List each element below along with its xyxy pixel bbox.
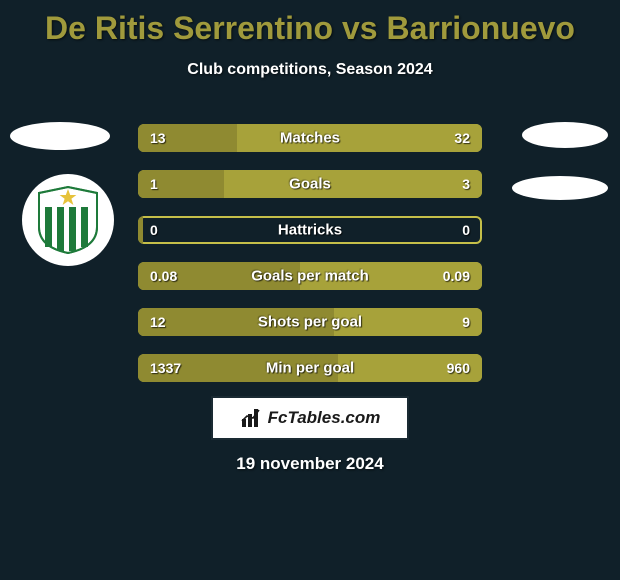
player2-badge-2: [512, 176, 608, 200]
subtitle: Club competitions, Season 2024: [0, 61, 620, 79]
date-text: 19 november 2024: [0, 454, 620, 474]
chart-icon: [240, 407, 262, 429]
player1-badge-1: [10, 122, 110, 150]
stat-value-left: 1337: [150, 360, 181, 376]
player1-club-badge: [22, 174, 114, 266]
stat-value-left: 12: [150, 314, 166, 330]
stat-label: Goals: [138, 176, 482, 193]
fctables-logo: FcTables.com: [211, 396, 409, 440]
stat-row: Matches13 32: [138, 124, 482, 152]
stat-value-left: 1: [150, 176, 158, 192]
logo-text: FcTables.com: [268, 408, 381, 428]
stat-value-right: 0.09: [443, 268, 470, 284]
club-shield-icon: [37, 185, 99, 255]
stat-value-right: 9: [462, 314, 470, 330]
stat-label: Matches: [138, 130, 482, 147]
stat-value-right: 3: [462, 176, 470, 192]
stat-row: Shots per goal12 9: [138, 308, 482, 336]
stat-value-right: 960: [447, 360, 470, 376]
stats-chart: Matches1332Goals13Hattricks00Goals per m…: [138, 124, 482, 400]
stat-value-left: 0: [150, 222, 158, 238]
stat-row: Min per goal1337 960: [138, 354, 482, 382]
stat-label: Goals per match: [138, 268, 482, 285]
stat-row: Hattricks0 0: [138, 216, 482, 244]
stat-value-left: 13: [150, 130, 166, 146]
stat-value-right: 32: [454, 130, 470, 146]
page-title: De Ritis Serrentino vs Barrionuevo: [0, 0, 620, 47]
player2-badge-1: [522, 122, 608, 148]
stat-label: Hattricks: [138, 222, 482, 239]
stat-row: Goals per match0.08 0.09: [138, 262, 482, 290]
stat-value-left: 0.08: [150, 268, 177, 284]
stat-label: Shots per goal: [138, 314, 482, 331]
stat-value-right: 0: [462, 222, 470, 238]
stat-label: Min per goal: [138, 360, 482, 377]
stat-row: Goals1 3: [138, 170, 482, 198]
